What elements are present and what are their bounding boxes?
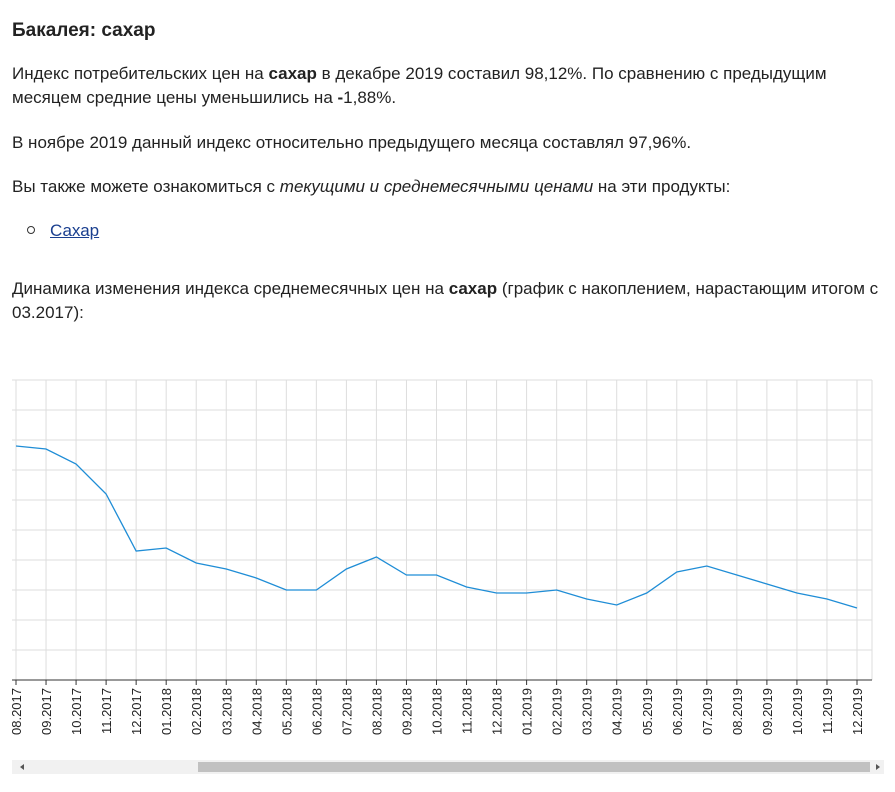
x-tick-label: 08.2018 xyxy=(369,688,384,735)
x-tick-label: 04.2019 xyxy=(610,688,625,735)
x-tick-label: 10.2019 xyxy=(790,688,805,735)
x-tick-label: 01.2019 xyxy=(520,688,535,735)
x-tick-label: 12.2018 xyxy=(490,688,505,735)
text-italic: текущими и среднемесячными ценами xyxy=(279,177,594,196)
x-tick-label: 10.2018 xyxy=(430,688,445,735)
x-tick-label: 11.2018 xyxy=(460,688,475,734)
scroll-left[interactable] xyxy=(20,764,24,770)
x-tick-label: 11.2019 xyxy=(820,688,835,734)
text: 1,88%. xyxy=(343,88,397,107)
x-tick-label: 07.2018 xyxy=(339,688,354,735)
scroll-right[interactable] xyxy=(876,764,880,770)
bullet xyxy=(27,226,35,234)
x-tick-label: 10.2017 xyxy=(69,688,84,735)
text: Динамика изменения индекса среднемесячны… xyxy=(12,279,449,298)
x-tick-label: 04.2018 xyxy=(249,688,264,735)
x-tick-label: 05.2019 xyxy=(640,688,655,735)
paragraph: В ноябре 2019 данный индекс относительно… xyxy=(12,133,692,152)
text-bold: - xyxy=(337,88,344,107)
link[interactable]: Сахар xyxy=(50,221,100,240)
chart: 08.2017 09.2017 10.2017 11.2017 12.2017 01.20… xyxy=(9,379,884,774)
x-tick-label: 12.2017 xyxy=(129,688,144,735)
line xyxy=(15,445,858,609)
x-tick-label: 05.2018 xyxy=(279,688,294,735)
x-tick-label: 06.2018 xyxy=(309,688,324,735)
scrollbar-thumb[interactable] xyxy=(198,762,870,772)
text: в декабре 2019 составил 98,12%. По сравн… xyxy=(12,64,827,107)
text: (график с накоплением, нарастающим итого… xyxy=(12,279,879,322)
text: Вы также можете ознакомиться с xyxy=(12,177,280,196)
page-title: Бакалея: сахар xyxy=(12,20,156,41)
text: на эти продукты: xyxy=(593,177,731,196)
x-tick-label: 09.2018 xyxy=(399,688,414,735)
x-tick-label: 11.2017 xyxy=(99,688,114,734)
x-tick-label: 02.2018 xyxy=(189,688,204,735)
x-tick-label: 09.2019 xyxy=(760,688,775,735)
paragraph: Индекс потребительских цен на сахар в де… xyxy=(12,62,882,110)
x-tick-label: 03.2018 xyxy=(219,688,234,735)
x-tick-label: 08.2017 xyxy=(9,688,24,735)
x-tick-label: 08.2019 xyxy=(730,688,745,735)
paragraph: Вы также можете ознакомиться с текущими … xyxy=(12,175,882,199)
text-bold: сахар xyxy=(448,279,498,298)
x-tick-label: 01.2018 xyxy=(159,688,174,735)
x-tick-label: 03.2019 xyxy=(580,688,595,735)
x-tick-label: 09.2017 xyxy=(39,688,54,735)
x-tick-label: 12.2019 xyxy=(850,688,865,735)
paragraph: Динамика изменения индекса среднемесячны… xyxy=(12,277,882,325)
x-tick-label: 06.2019 xyxy=(670,688,685,735)
list-item: Сахар xyxy=(27,219,895,243)
text-bold: сахар xyxy=(268,64,317,83)
text: Индекс потребительских цен на xyxy=(12,64,269,83)
x-tick-label: 02.2019 xyxy=(550,688,565,735)
x-tick-label: 07.2019 xyxy=(700,688,715,735)
